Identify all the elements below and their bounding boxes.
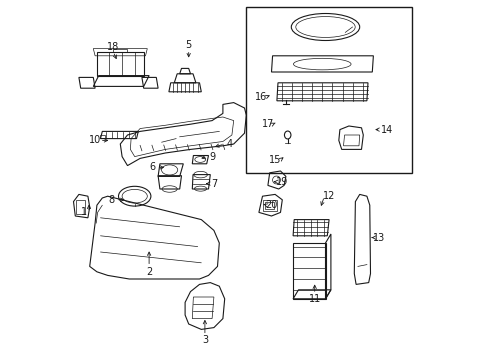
Text: 6: 6 [149,162,156,172]
Text: 8: 8 [108,195,114,205]
Bar [113,49,127,52]
Text: 19: 19 [276,177,288,187]
Text: 10: 10 [89,135,101,145]
Bar [263,200,276,211]
Text: 15: 15 [268,155,281,165]
Bar [76,200,85,214]
Text: 12: 12 [322,191,335,201]
Bar [265,202,274,209]
Text: 16: 16 [254,92,266,102]
Text: 4: 4 [226,139,233,149]
Text: 5: 5 [185,40,191,50]
Text: 18: 18 [107,42,119,52]
Text: 14: 14 [380,125,392,135]
Text: 7: 7 [210,179,217,189]
Text: 3: 3 [202,335,207,345]
Text: 11: 11 [308,294,320,304]
Text: 17: 17 [261,119,274,129]
Bar [246,7,411,173]
Text: 20: 20 [265,200,277,210]
Text: 13: 13 [373,233,385,243]
Text: 2: 2 [146,267,152,277]
Text: 9: 9 [208,152,215,162]
Text: 1: 1 [81,207,87,217]
